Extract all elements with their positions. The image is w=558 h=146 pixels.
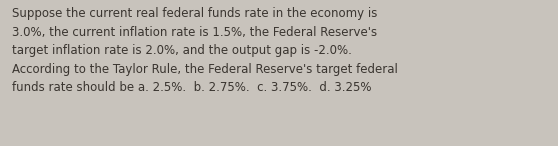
Text: Suppose the current real federal funds rate in the economy is
3.0%, the current : Suppose the current real federal funds r… — [12, 7, 398, 94]
